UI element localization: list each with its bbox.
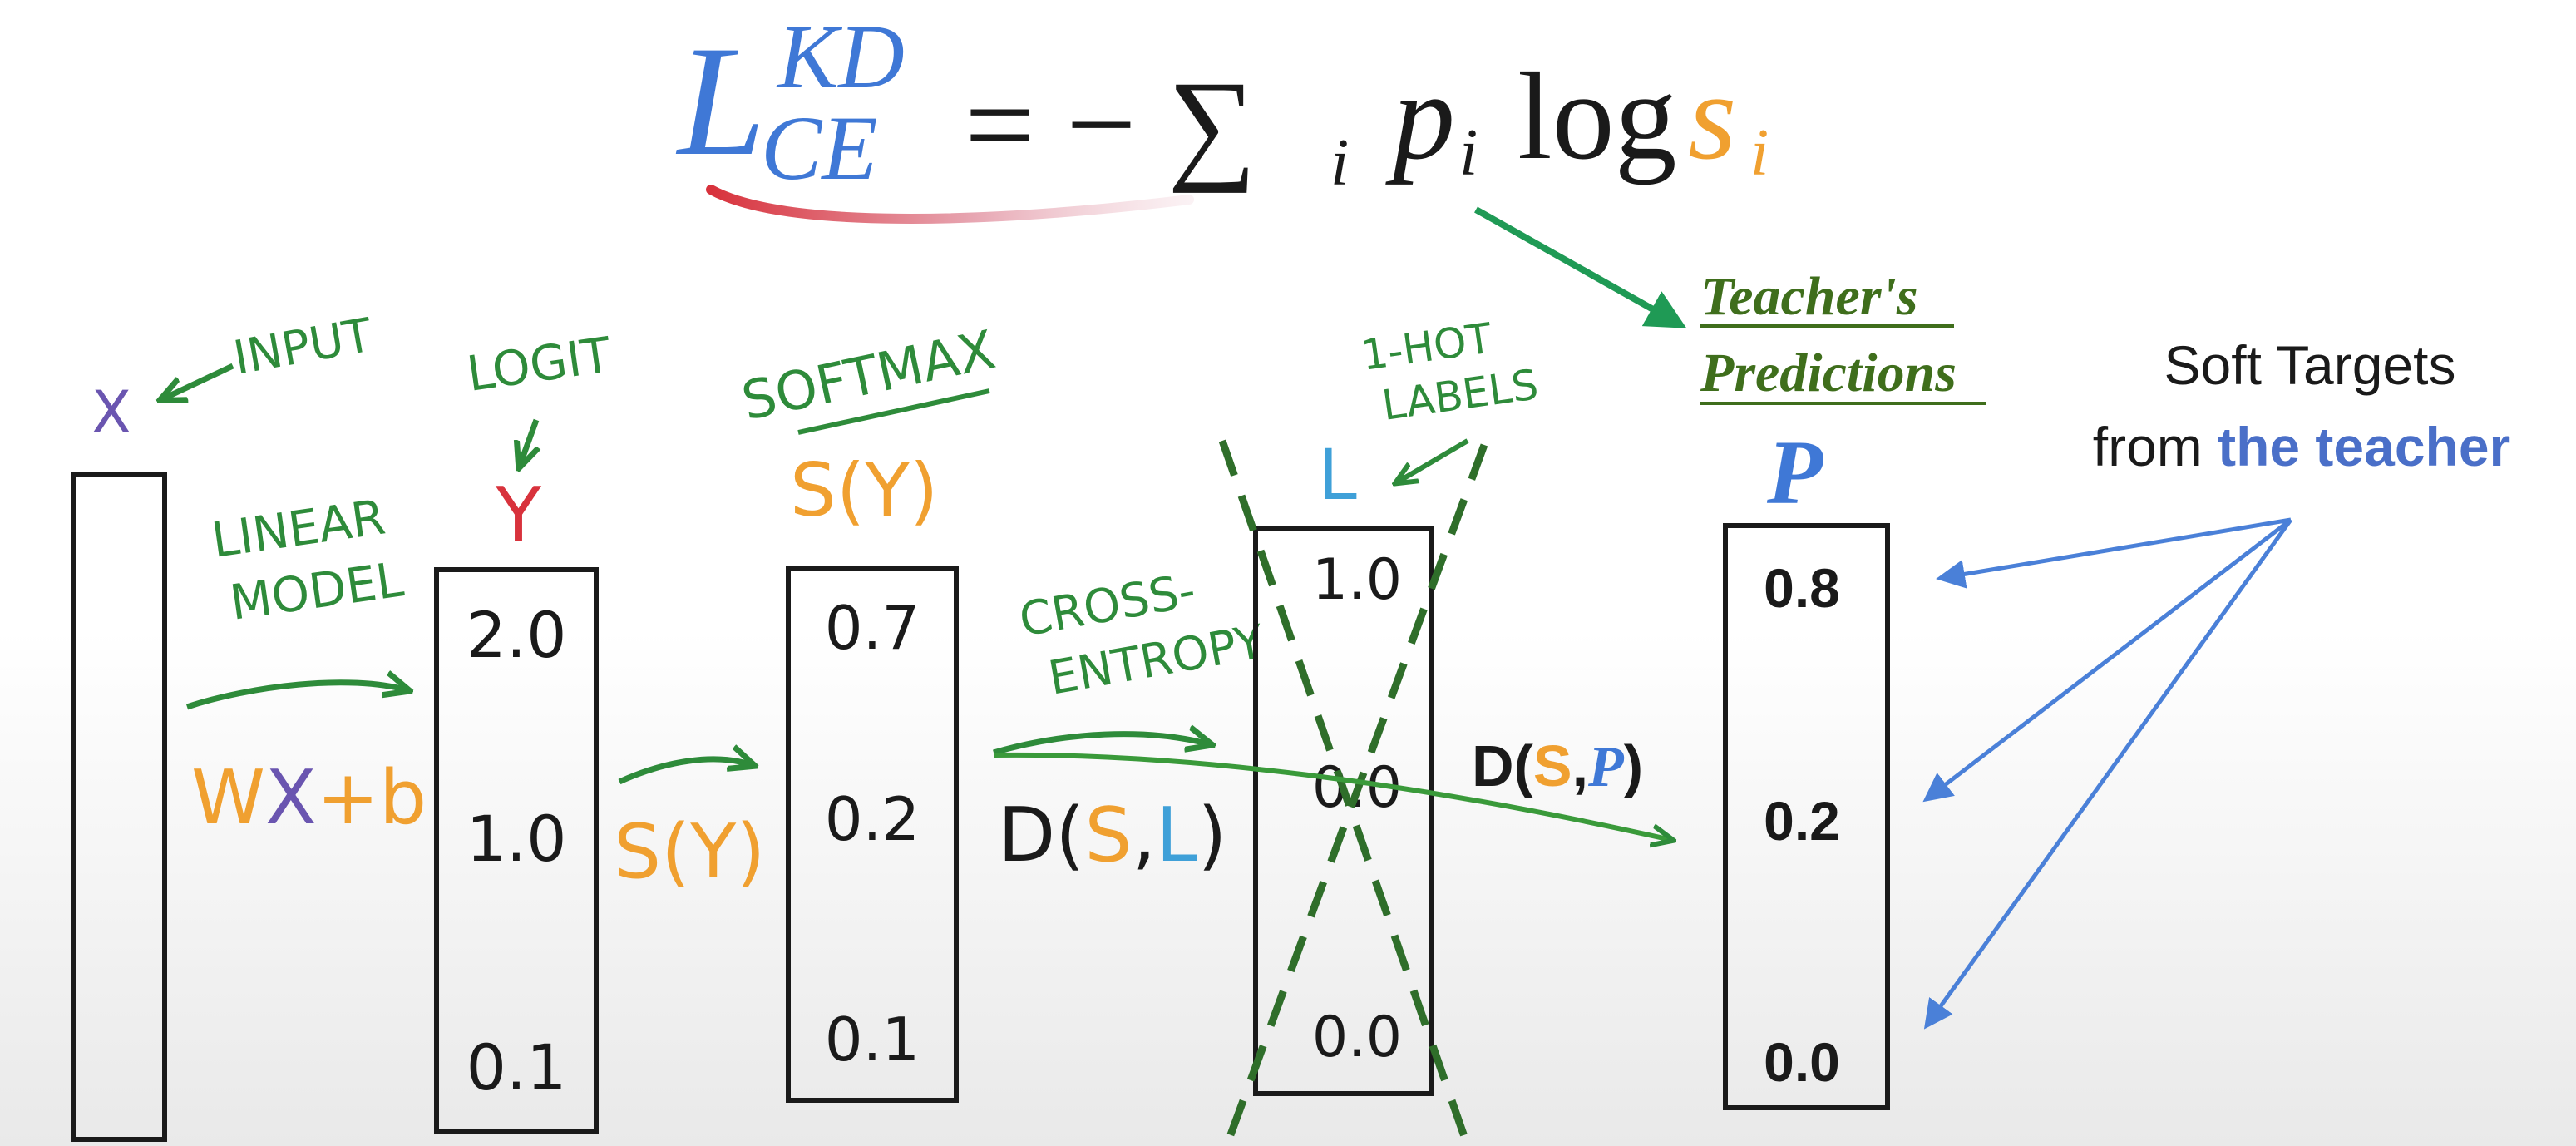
formula-underline [706, 185, 1194, 224]
d-s-l-d: D( [998, 792, 1084, 879]
d-s-p-s: S [1533, 734, 1572, 798]
formula-equals-minus-sum: = − ∑ [965, 56, 1256, 194]
d-s-p-close: ) [1624, 734, 1643, 798]
formula-subscript: CE [761, 97, 878, 199]
formula-log: log [1517, 47, 1677, 185]
soft-target-arrow-0 [1936, 517, 2292, 589]
formula-p: p [1385, 47, 1455, 185]
d-s-p-d: D( [1472, 734, 1534, 798]
input-arrow [162, 363, 234, 399]
x-symbol: X [91, 378, 131, 447]
soft-targets-line2-bold: the teacher [2218, 416, 2510, 477]
softmax-value-1: 0.2 [825, 784, 920, 854]
teacher-box [1723, 523, 1890, 1110]
d-s-p-comma: , [1572, 734, 1588, 798]
linear-model: LINEAR MODEL WX+b [185, 488, 427, 842]
softmax-underline [797, 388, 990, 435]
cross-entropy-arrow [993, 734, 1210, 756]
logit-box [434, 567, 599, 1134]
d-s-l-close: ) [1197, 792, 1226, 879]
soft-targets-line1: Soft Targets [2164, 334, 2456, 396]
logit-arrow [520, 418, 536, 466]
formula-p-index: i [1459, 116, 1478, 190]
input-vector-box [71, 472, 167, 1142]
one-hot-cross-line-1 [1218, 439, 1472, 1146]
d-s-l-s: S [1084, 792, 1132, 879]
softmax-to-teacher-arrow [993, 752, 1671, 840]
softmax-arrow [618, 759, 753, 785]
logit-value-1: 1.0 [466, 802, 567, 876]
l-symbol: L [1318, 434, 1357, 516]
teacher-section: Teacher's Predictions P 0.8 0.2 0.0 [1700, 266, 1986, 1110]
softmax-fn-label: S(Y) [790, 447, 938, 533]
d-s-l-formula: D(S,L) [998, 792, 1226, 879]
cross-entropy-section: CROSS- ENTROPY D(S,L) [993, 564, 1268, 879]
teacher-value-0: 0.8 [1764, 557, 1840, 619]
linear-model-arrow [185, 683, 407, 710]
logit-value-2: 0.1 [466, 1030, 567, 1104]
soft-target-arrow-2 [1923, 518, 2293, 1030]
teacher-label-line2: Predictions [1700, 343, 1957, 403]
soft-targets-annotation: Soft Targets from the teacher [1922, 334, 2510, 1030]
soft-target-arrow-1 [1922, 518, 2292, 803]
soft-targets-line2: from the teacher [2093, 416, 2510, 477]
wxb-formula: WX+b [191, 754, 427, 842]
formula-loss-symbol: L [675, 14, 766, 189]
teacher-label-line1: Teacher's [1700, 266, 1918, 327]
sy-label: S(Y) [614, 808, 765, 896]
logit-label: LOGIT [463, 326, 614, 403]
soft-targets-line2-plain: from [2093, 416, 2203, 477]
input-label: INPUT [229, 309, 377, 386]
d-s-p-formula: D(S,P) [1472, 734, 1643, 799]
formula-to-teacher-arrow [1474, 206, 1687, 328]
d-s-l-l: L [1156, 792, 1197, 879]
teacher-value-2: 0.0 [1764, 1031, 1840, 1093]
one-hot-section: 1-HOT LABELS L 1.0 0.0 0.0 [1218, 314, 1542, 1146]
softmax-value-0: 0.7 [825, 593, 920, 663]
logit-column: LOGIT Y 2.0 1.0 0.1 [434, 326, 614, 1134]
one-hot-cross-line-2 [1222, 443, 1488, 1146]
d-s-p-p: P [1587, 735, 1625, 799]
formula-s: s [1688, 47, 1736, 185]
input-column: X INPUT [71, 309, 377, 1142]
softmax-box [786, 566, 959, 1103]
formula-s-index: i [1750, 116, 1769, 190]
formula-superscript: KD [776, 6, 905, 107]
wxb-x: X [265, 754, 317, 842]
wxb-plus-b: +b [317, 754, 427, 842]
y-symbol: Y [495, 472, 542, 559]
formula: L KD CE = − ∑ i p i log s i [675, 6, 1769, 224]
p-symbol: P [1766, 422, 1823, 523]
logit-value-0: 2.0 [466, 598, 567, 672]
one-hot-box [1253, 526, 1434, 1096]
one-hot-value-0: 1.0 [1312, 547, 1402, 613]
softmax-value-2: 0.1 [825, 1005, 920, 1074]
teacher-value-1: 0.2 [1764, 790, 1840, 852]
d-s-l-comma: , [1133, 792, 1157, 879]
one-hot-value-2: 0.0 [1312, 1005, 1402, 1070]
one-hot-arrow [1397, 438, 1469, 482]
wxb-w: W [191, 754, 265, 842]
formula-sum-index: i [1330, 126, 1349, 200]
softmax-section: S(Y) SOFTMAX S(Y) 0.7 0.2 0.1 [614, 319, 1000, 1103]
